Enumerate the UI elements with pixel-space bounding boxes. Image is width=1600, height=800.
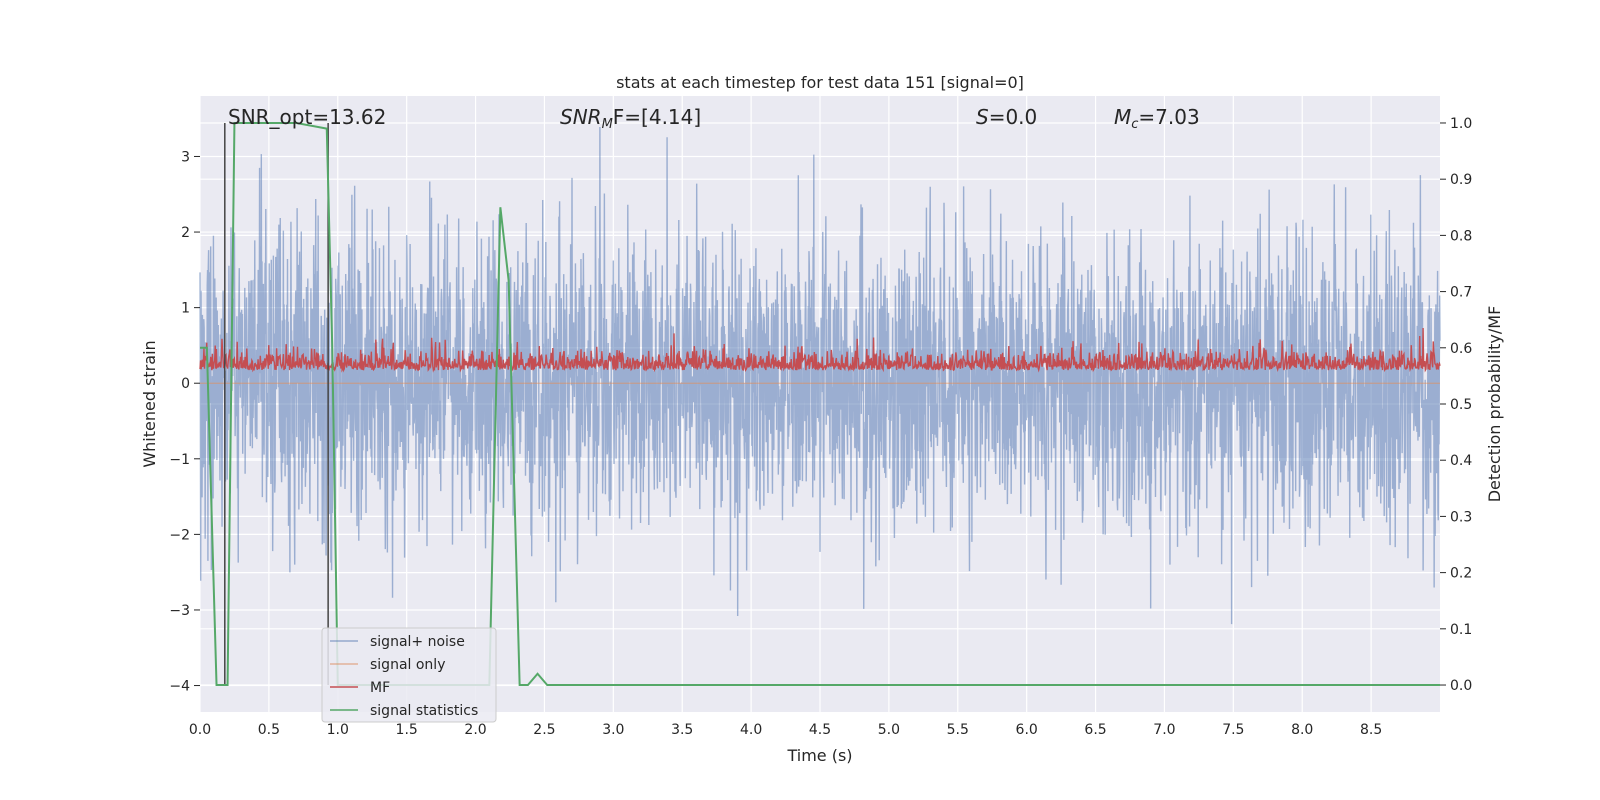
y-tick-label: 0 <box>181 376 190 392</box>
series-mf <box>199 328 1441 373</box>
y-tick-label: 2 <box>181 225 190 241</box>
signal-noise-line <box>199 127 1441 625</box>
x-tick-label: 0.5 <box>258 722 280 738</box>
legend-label-mf: MF <box>370 680 390 696</box>
annotation-s: S=0.0 <box>976 105 1037 129</box>
series-signal-noise <box>199 127 1441 625</box>
y-tick-label: −2 <box>169 527 190 543</box>
y-tick-label: 1 <box>181 301 190 317</box>
x-axis-ticks: 0.0 0.5 1.0 1.5 2.0 2.5 3.0 3.5 4.0 4.5 5.0 5.5 6.0 6… <box>189 722 1382 738</box>
legend-label-signal-only: signal only <box>370 657 445 673</box>
y2-tick-label: 0.7 <box>1450 285 1472 301</box>
legend-label-signal-statistics: signal statistics <box>370 703 478 719</box>
y2-axis-ticks: 1.0 0.9 0.8 0.7 0.6 0.5 0.4 0.3 0.2 0.1 0.0 <box>1440 116 1472 694</box>
x-tick-label: 4.5 <box>809 722 831 738</box>
x-tick-label: 5.0 <box>878 722 900 738</box>
y2-tick-label: 0.4 <box>1450 453 1472 469</box>
x-tick-label: 4.0 <box>740 722 762 738</box>
x-tick-label: 6.0 <box>1016 722 1038 738</box>
y2-tick-label: 0.3 <box>1450 509 1472 525</box>
legend-label-signal-noise: signal+ noise <box>370 634 465 650</box>
y-tick-label: −3 <box>169 603 190 619</box>
y2-tick-label: 1.0 <box>1450 116 1472 132</box>
y2-tick-label: 0.0 <box>1450 678 1472 694</box>
y2-tick-label: 0.6 <box>1450 341 1472 357</box>
x-tick-label: 8.5 <box>1360 722 1382 738</box>
series-signal-statistics <box>200 121 1440 687</box>
y2-tick-label: 0.2 <box>1450 566 1472 582</box>
x-tick-label: 0.0 <box>189 722 211 738</box>
y2-axis-label: Detection probability/MF <box>1485 306 1504 503</box>
y-tick-label: 3 <box>181 149 190 165</box>
y2-tick-label: 0.5 <box>1450 397 1472 413</box>
y-axis-ticks: 3 2 1 0 −1 −2 −3 −4 <box>169 149 200 695</box>
signal-statistics-line <box>200 121 1440 687</box>
x-tick-label: 3.5 <box>671 722 693 738</box>
x-tick-label: 7.0 <box>1153 722 1175 738</box>
annotation-snr-opt: SNR_opt=13.62 <box>228 105 386 129</box>
x-tick-label: 5.5 <box>947 722 969 738</box>
x-tick-label: 2.0 <box>464 722 486 738</box>
x-tick-label: 3.0 <box>602 722 624 738</box>
x-tick-label: 1.5 <box>396 722 418 738</box>
mf-line <box>199 328 1441 373</box>
x-tick-label: 2.5 <box>533 722 555 738</box>
y-axis-label: Whitened strain <box>140 340 159 467</box>
x-axis-label: Time (s) <box>786 746 852 765</box>
annotation-snr-mf: SNRMF=[4.14] <box>560 105 701 132</box>
annotation-mc: Mc=7.03 <box>1114 105 1200 132</box>
legend: signal+ noise signal only MF signal stat… <box>321 627 497 723</box>
x-tick-label: 7.5 <box>1222 722 1244 738</box>
y-tick-label: −4 <box>169 679 190 695</box>
x-tick-label: 1.0 <box>327 722 349 738</box>
chart-title: stats at each timestep for test data 151… <box>616 73 1024 92</box>
legend-box <box>321 627 497 723</box>
y2-tick-label: 0.9 <box>1450 172 1472 188</box>
y2-tick-label: 0.1 <box>1450 622 1472 638</box>
x-tick-label: 6.5 <box>1084 722 1106 738</box>
x-tick-label: 8.0 <box>1291 722 1313 738</box>
y-tick-label: −1 <box>169 452 190 468</box>
y2-tick-label: 0.8 <box>1450 228 1472 244</box>
